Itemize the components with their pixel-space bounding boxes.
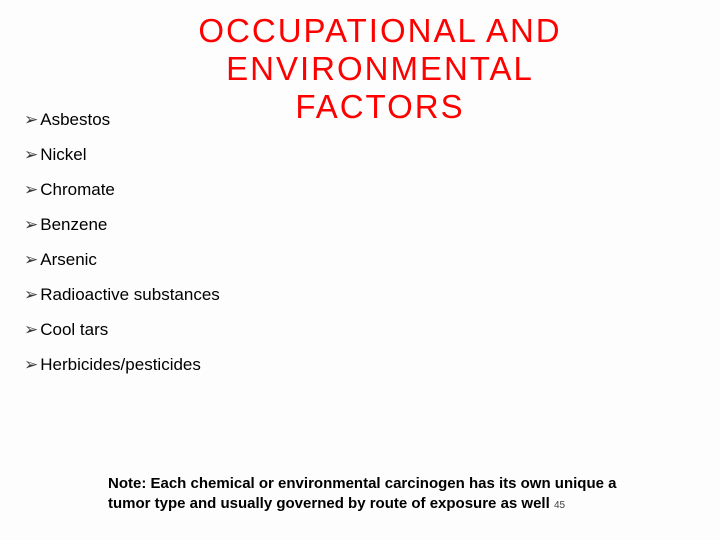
footnote-line-2: tumor type and usually governed by route… [108, 495, 554, 512]
chevron-bullet-icon: ➢ [24, 355, 38, 375]
list-item: ➢ Radioactive substances [24, 285, 696, 305]
chevron-bullet-icon: ➢ [24, 145, 38, 165]
list-item-label: Arsenic [40, 250, 97, 270]
list-item-label: Chromate [40, 180, 115, 200]
footnote-line-1: Note: Each chemical or environmental car… [108, 475, 616, 492]
list-item: ➢ Cool tars [24, 320, 696, 340]
slide-title: OCCUPATIONAL AND ENVIRONMENTAL FACTORS [24, 12, 696, 126]
chevron-bullet-icon: ➢ [24, 215, 38, 235]
list-item: ➢ Herbicides/pesticides [24, 355, 696, 375]
list-item-label: Herbicides/pesticides [40, 355, 201, 375]
page-number: 45 [554, 500, 565, 511]
footnote: Note: Each chemical or environmental car… [108, 474, 720, 515]
chevron-bullet-icon: ➢ [24, 285, 38, 305]
chevron-bullet-icon: ➢ [24, 250, 38, 270]
list-item-label: Asbestos [40, 110, 110, 130]
title-line-1: OCCUPATIONAL AND [198, 12, 561, 49]
list-item-label: Cool tars [40, 320, 108, 340]
list-item: ➢ Arsenic [24, 250, 696, 270]
slide: OCCUPATIONAL AND ENVIRONMENTAL FACTORS ➢… [0, 0, 720, 540]
list-item-label: Radioactive substances [40, 285, 220, 305]
list-item: ➢ Nickel [24, 145, 696, 165]
title-line-3: FACTORS [295, 88, 464, 125]
chevron-bullet-icon: ➢ [24, 110, 38, 130]
title-line-2: ENVIRONMENTAL [226, 50, 534, 87]
list-item-label: Nickel [40, 145, 86, 165]
list-item: ➢ Chromate [24, 180, 696, 200]
chevron-bullet-icon: ➢ [24, 180, 38, 200]
bullet-list: ➢ Asbestos ➢ Nickel ➢ Chromate ➢ Benzene… [24, 110, 696, 375]
chevron-bullet-icon: ➢ [24, 320, 38, 340]
list-item-label: Benzene [40, 215, 107, 235]
list-item: ➢ Benzene [24, 215, 696, 235]
